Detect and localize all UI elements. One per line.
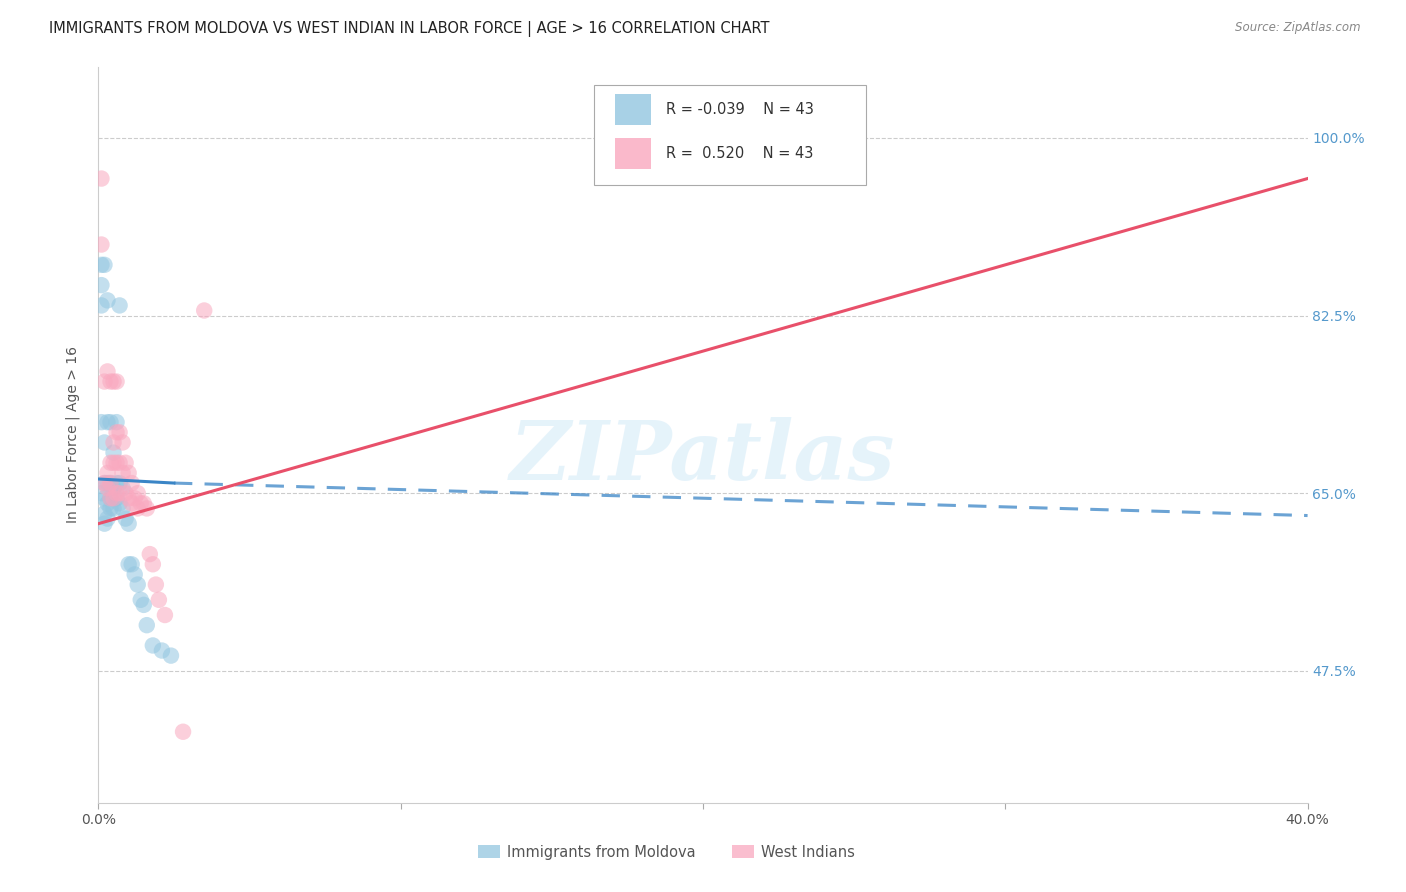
Point	[160, 648, 183, 663]
Point	[100, 491, 122, 506]
Point	[118, 558, 141, 572]
Point	[108, 486, 131, 500]
Point	[96, 364, 118, 378]
Point	[103, 456, 125, 470]
Point	[90, 258, 112, 272]
Point	[90, 171, 112, 186]
Point	[103, 491, 125, 506]
Point	[127, 501, 149, 516]
Point	[100, 491, 122, 506]
Point	[153, 607, 176, 622]
Text: R = -0.039    N = 43: R = -0.039 N = 43	[665, 102, 814, 117]
Point	[129, 496, 152, 510]
Point	[96, 293, 118, 308]
Text: ZIPatlas: ZIPatlas	[510, 417, 896, 497]
Point	[108, 496, 131, 510]
Point	[114, 511, 136, 525]
Point	[121, 496, 143, 510]
Point	[135, 501, 157, 516]
Point	[90, 298, 112, 312]
Point	[100, 501, 122, 516]
Point	[118, 516, 141, 531]
Point	[105, 425, 128, 440]
Point	[93, 476, 115, 491]
Point	[93, 507, 115, 521]
Point	[93, 476, 115, 491]
Point	[93, 491, 115, 506]
Point	[121, 476, 143, 491]
Point	[127, 486, 149, 500]
Point	[108, 456, 131, 470]
Point	[114, 486, 136, 500]
Point	[150, 643, 173, 657]
Point	[93, 435, 115, 450]
Point	[108, 298, 131, 312]
Point	[172, 724, 194, 739]
Point	[193, 303, 215, 318]
Point	[139, 547, 162, 561]
Point	[142, 639, 165, 653]
Point	[118, 466, 141, 480]
Point	[111, 481, 134, 495]
Point	[93, 258, 115, 272]
Point	[111, 501, 134, 516]
Point	[96, 496, 118, 510]
Point	[90, 237, 112, 252]
Point	[127, 577, 149, 591]
Point	[100, 476, 122, 491]
Point	[105, 415, 128, 429]
Point	[111, 466, 134, 480]
Point	[108, 476, 131, 491]
Point	[96, 476, 118, 491]
Legend: Immigrants from Moldova, West Indians: Immigrants from Moldova, West Indians	[472, 838, 862, 865]
Point	[90, 486, 112, 500]
Text: IMMIGRANTS FROM MOLDOVA VS WEST INDIAN IN LABOR FORCE | AGE > 16 CORRELATION CHA: IMMIGRANTS FROM MOLDOVA VS WEST INDIAN I…	[49, 21, 769, 37]
FancyBboxPatch shape	[614, 95, 651, 125]
Point	[100, 476, 122, 491]
Point	[100, 375, 122, 389]
Point	[145, 577, 167, 591]
Point	[129, 592, 152, 607]
Point	[103, 481, 125, 495]
Point	[103, 375, 125, 389]
Text: R =  0.520    N = 43: R = 0.520 N = 43	[665, 146, 813, 161]
Point	[142, 558, 165, 572]
Point	[90, 278, 112, 293]
Point	[100, 415, 122, 429]
Point	[90, 415, 112, 429]
Point	[118, 491, 141, 506]
Text: Source: ZipAtlas.com: Source: ZipAtlas.com	[1236, 21, 1361, 34]
Point	[105, 456, 128, 470]
Point	[96, 481, 118, 495]
Point	[105, 491, 128, 506]
Point	[100, 456, 122, 470]
Point	[105, 476, 128, 491]
FancyBboxPatch shape	[614, 138, 651, 169]
Point	[96, 415, 118, 429]
Point	[132, 598, 155, 612]
Point	[105, 486, 128, 500]
Point	[114, 456, 136, 470]
Point	[135, 618, 157, 632]
Point	[103, 501, 125, 516]
Point	[121, 558, 143, 572]
Point	[93, 516, 115, 531]
Point	[124, 491, 146, 506]
Point	[105, 375, 128, 389]
Point	[103, 445, 125, 459]
Point	[111, 435, 134, 450]
Point	[96, 466, 118, 480]
Point	[93, 375, 115, 389]
FancyBboxPatch shape	[595, 86, 866, 185]
Point	[132, 496, 155, 510]
Point	[108, 425, 131, 440]
Point	[96, 511, 118, 525]
Point	[103, 435, 125, 450]
Y-axis label: In Labor Force | Age > 16: In Labor Force | Age > 16	[65, 346, 80, 524]
Point	[124, 567, 146, 582]
Point	[148, 592, 170, 607]
